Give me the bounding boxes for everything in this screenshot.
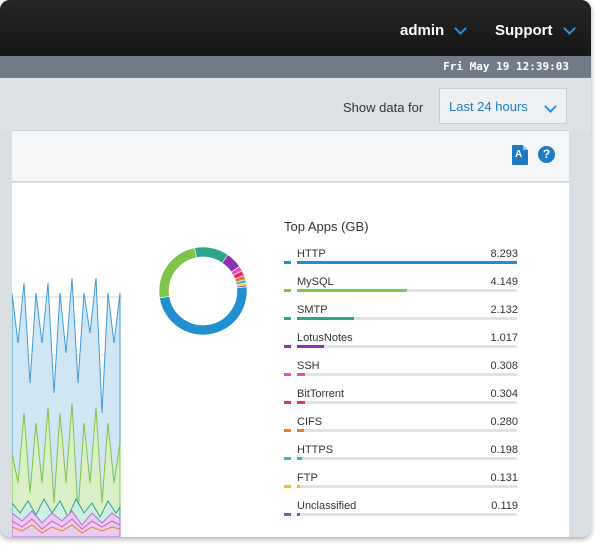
traffic-area-chart <box>12 183 122 537</box>
top-app-bar <box>297 261 517 264</box>
top-app-bar-track <box>297 485 517 488</box>
top-app-bar-track <box>297 513 517 516</box>
legend-swatch <box>284 429 291 432</box>
top-app-name: SSH <box>297 360 320 372</box>
top-app-name: FTP <box>297 472 318 484</box>
top-app-row[interactable]: SMTP 2.132 <box>284 304 520 332</box>
legend-swatch <box>284 513 291 516</box>
help-icon[interactable]: ? <box>538 146 555 163</box>
top-app-row[interactable]: HTTPS 0.198 <box>284 444 520 472</box>
app-window: admin Support Fri May 19 12:39:03 Show d… <box>0 0 591 537</box>
donut-slice-unclassified[interactable] <box>236 284 248 289</box>
top-apps-title: Top Apps (GB) <box>284 219 369 234</box>
right-gutter <box>569 130 591 537</box>
top-app-value: 0.308 <box>490 360 518 372</box>
legend-swatch <box>284 317 291 320</box>
top-app-bar-track <box>297 373 517 376</box>
top-app-value: 0.119 <box>491 500 518 512</box>
top-app-name: HTTPS <box>297 444 334 456</box>
ssh-line <box>12 518 121 530</box>
show-data-for-label: Show data for <box>343 100 424 115</box>
top-app-bar-track <box>297 429 517 432</box>
current-datetime: Fri May 19 12:39:03 <box>443 60 569 73</box>
pdf-export-icon[interactable]: A <box>512 145 528 165</box>
top-app-name: LotusNotes <box>297 332 353 344</box>
top-app-value: 8.293 <box>490 248 518 260</box>
time-range-value: Last 24 hours <box>449 99 528 114</box>
donut-slice-smtp[interactable] <box>194 246 229 264</box>
top-app-bar-track <box>297 345 517 348</box>
legend-swatch <box>284 485 291 488</box>
top-app-bar-track <box>297 457 517 460</box>
bittorrent-line <box>12 524 121 534</box>
donut-slice-http[interactable] <box>159 286 248 336</box>
top-apps-donut-chart <box>158 246 248 336</box>
support-menu-label: Support <box>495 22 553 39</box>
admin-user-menu[interactable]: admin <box>400 22 468 39</box>
top-app-bar <box>297 289 408 292</box>
top-app-bar-track <box>297 289 517 292</box>
legend-swatch <box>284 345 291 348</box>
top-app-bar <box>297 345 324 348</box>
legend-swatch <box>284 261 291 264</box>
top-app-bar <box>297 317 354 320</box>
top-app-row[interactable]: LotusNotes 1.017 <box>284 332 520 360</box>
report-toolbar <box>12 130 569 182</box>
support-menu[interactable]: Support <box>495 22 576 39</box>
mysql-area <box>12 402 121 537</box>
top-navigation-bar <box>0 0 591 56</box>
legend-swatch <box>284 457 291 460</box>
top-app-row[interactable]: CIFS 0.280 <box>284 416 520 444</box>
status-bar: Fri May 19 12:39:03 <box>0 56 591 78</box>
chevron-down-icon <box>454 22 468 35</box>
legend-swatch <box>284 401 291 404</box>
top-app-bar <box>297 485 301 488</box>
top-app-row[interactable]: SSH 0.308 <box>284 360 520 388</box>
top-app-value: 0.280 <box>490 416 518 428</box>
donut-slice-mysql[interactable] <box>158 247 197 299</box>
top-app-name: CIFS <box>297 416 323 428</box>
top-app-row[interactable]: MySQL 4.149 <box>284 276 520 304</box>
top-app-bar-track <box>297 401 517 404</box>
top-app-row[interactable]: BitTorrent 0.304 <box>284 388 520 416</box>
admin-user-menu-label: admin <box>400 22 445 39</box>
top-app-value: 1.017 <box>490 332 518 344</box>
top-app-bar <box>297 401 306 404</box>
top-app-value: 0.304 <box>490 388 518 400</box>
top-app-bar <box>297 457 303 460</box>
top-app-row[interactable]: HTTP 8.293 <box>284 248 520 276</box>
top-app-bar <box>297 373 306 376</box>
top-app-value: 0.131 <box>490 472 518 484</box>
top-app-bar-track <box>297 261 517 264</box>
top-app-name: HTTP <box>297 248 326 260</box>
top-app-name: BitTorrent <box>297 388 345 400</box>
top-app-row[interactable]: FTP 0.131 <box>284 472 520 500</box>
top-app-value: 2.132 <box>490 304 518 316</box>
top-app-name: Unclassified <box>297 500 357 512</box>
top-app-name: MySQL <box>297 276 334 288</box>
legend-swatch <box>284 289 291 292</box>
top-app-value: 4.149 <box>490 276 518 288</box>
top-app-bar <box>297 429 305 432</box>
chevron-down-icon <box>544 100 557 113</box>
top-app-row[interactable]: Unclassified 0.119 <box>284 500 520 528</box>
top-app-name: SMTP <box>297 304 328 316</box>
legend-swatch <box>284 373 291 376</box>
chevron-down-icon <box>562 22 576 35</box>
top-app-value: 0.198 <box>490 444 518 456</box>
time-range-select[interactable]: Last 24 hours <box>439 88 567 124</box>
top-app-bar <box>297 513 301 516</box>
top-app-bar-track <box>297 317 517 320</box>
